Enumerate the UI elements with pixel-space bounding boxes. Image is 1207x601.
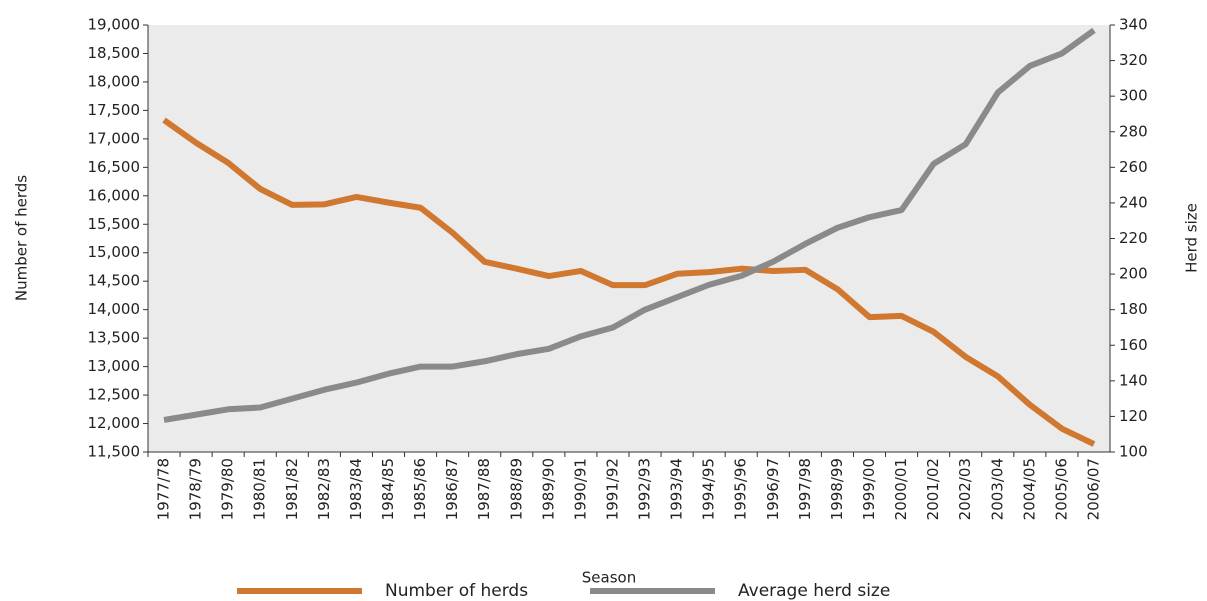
x-tick-label: 2002/03 <box>956 458 974 520</box>
y-tick-label: 18,500 <box>88 44 141 62</box>
y-tick-label: 14,000 <box>88 300 141 318</box>
y-tick-label: 16,000 <box>88 186 141 204</box>
y-tick-label: 13,000 <box>88 357 141 375</box>
y2-tick-label: 200 <box>1119 265 1148 283</box>
y2-tick-label: 340 <box>1119 16 1148 34</box>
x-tick-label: 1987/88 <box>475 458 493 520</box>
y2-axis-title: Herd size <box>1183 203 1201 273</box>
y-tick-label: 12,500 <box>88 386 141 404</box>
y-tick-label: 13,500 <box>88 329 141 347</box>
y2-tick-label: 220 <box>1119 229 1148 247</box>
x-tick-label: 2003/04 <box>988 458 1006 520</box>
x-tick-label: 1988/89 <box>507 458 525 520</box>
x-tick-label: 1993/94 <box>668 458 686 520</box>
y-tick-label: 15,500 <box>88 215 141 233</box>
legend-label: Average herd size <box>738 581 890 601</box>
y-axis-title: Number of herds <box>13 175 31 301</box>
x-tick-label: 2005/06 <box>1052 458 1070 520</box>
x-tick-label: 1977/78 <box>155 458 173 520</box>
series-line <box>163 27 1096 423</box>
x-tick-label: 1996/97 <box>764 458 782 520</box>
x-tick-label: 1983/84 <box>347 458 365 520</box>
x-tick-label: 1999/00 <box>860 458 878 520</box>
x-tick-label: 1978/79 <box>187 458 205 520</box>
x-tick-label: 1982/83 <box>315 458 333 520</box>
series-line <box>162 117 1096 447</box>
y2-tick-label: 160 <box>1119 336 1148 354</box>
x-tick-label: 1994/95 <box>700 458 718 520</box>
x-tick-label: 1984/85 <box>379 458 397 520</box>
x-tick-label: 2000/01 <box>892 458 910 520</box>
y2-tick-label: 260 <box>1119 158 1148 176</box>
x-tick-label: 2001/02 <box>924 458 942 520</box>
x-tick-label: 1981/82 <box>283 458 301 520</box>
y2-tick-label: 140 <box>1119 371 1148 389</box>
x-tick-label: 1995/96 <box>732 458 750 520</box>
y-tick-label: 15,000 <box>88 243 141 261</box>
x-tick-label: 1985/86 <box>411 458 429 520</box>
y2-tick-label: 300 <box>1119 87 1148 105</box>
y-tick-label: 19,000 <box>88 16 141 34</box>
y2-tick-label: 180 <box>1119 300 1148 318</box>
y-tick-label: 11,500 <box>88 443 141 461</box>
x-tick-label: 1986/87 <box>443 458 461 520</box>
y-tick-label: 16,500 <box>88 158 141 176</box>
x-tick-label: 2004/05 <box>1020 458 1038 520</box>
x-tick-label: 2006/07 <box>1084 458 1102 520</box>
x-tick-label: 1998/99 <box>828 458 846 520</box>
x-tick-label: 1980/81 <box>251 458 269 520</box>
y2-tick-label: 120 <box>1119 407 1148 425</box>
legend-label: Number of herds <box>385 581 528 601</box>
x-tick-label: 1991/92 <box>603 458 621 520</box>
y2-tick-label: 100 <box>1119 443 1148 461</box>
y-tick-label: 12,000 <box>88 414 141 432</box>
x-tick-label: 1990/91 <box>571 458 589 520</box>
y-tick-label: 18,000 <box>88 72 141 90</box>
x-tick-label: 1997/98 <box>796 458 814 520</box>
x-tick-label: 1979/80 <box>219 458 237 520</box>
y-tick-label: 17,500 <box>88 101 141 119</box>
y2-tick-label: 280 <box>1119 122 1148 140</box>
y2-tick-label: 320 <box>1119 51 1148 69</box>
y-tick-label: 17,000 <box>88 129 141 147</box>
x-axis-title: Season <box>582 569 636 587</box>
plot-area <box>148 25 1110 452</box>
y-tick-label: 14,500 <box>88 272 141 290</box>
x-tick-label: 1989/90 <box>539 458 557 520</box>
x-tick-label: 1992/93 <box>636 458 654 520</box>
y2-tick-label: 240 <box>1119 193 1148 211</box>
